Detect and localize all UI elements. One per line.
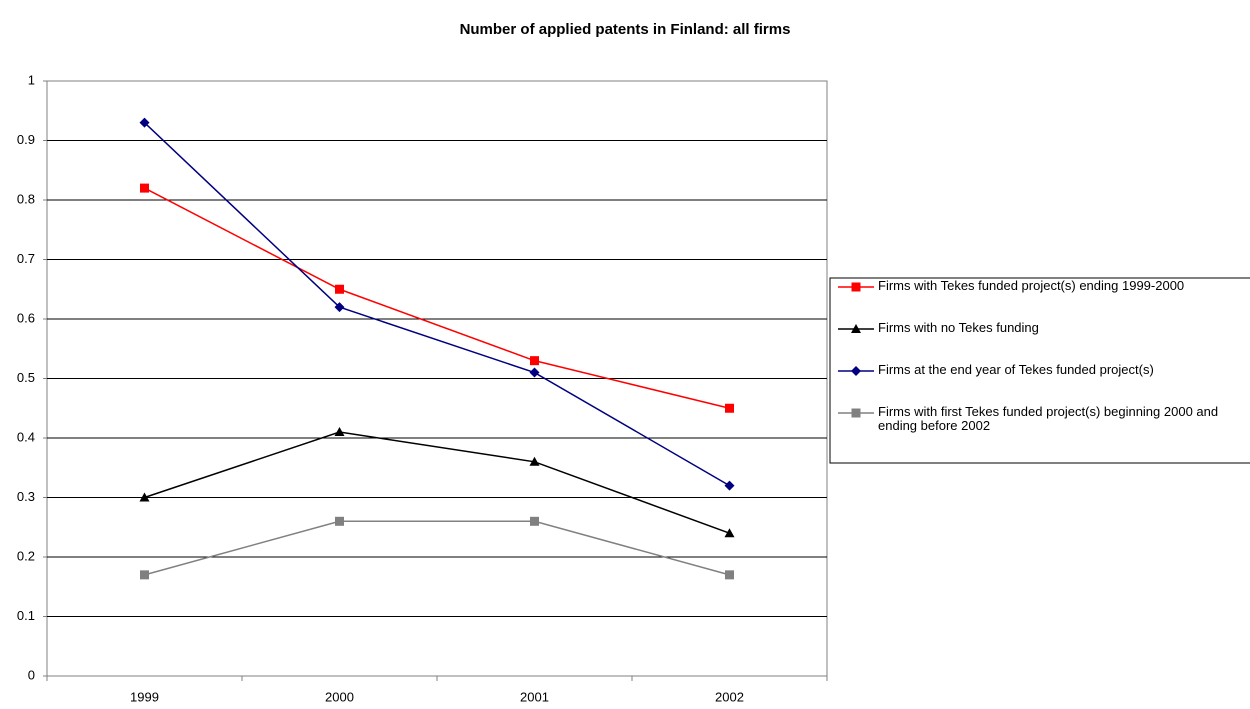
series (140, 516, 734, 580)
marker (529, 367, 540, 378)
marker (139, 492, 150, 502)
legend-item: Firms with no Tekes funding (838, 320, 1039, 335)
legend-box (829, 277, 1250, 464)
x-tick-label: 2002 (715, 689, 744, 704)
series (140, 183, 734, 413)
marker (724, 480, 735, 491)
y-tick-label: 0.2 (17, 548, 35, 563)
series-line (144, 431, 730, 534)
legend-item: Firms with Tekes funded project(s) endin… (838, 278, 1184, 293)
y-tick-label: 0.3 (17, 489, 35, 504)
marker (334, 427, 345, 437)
legend-label: Firms with first Tekes funded project(s)… (878, 404, 1218, 433)
marker (140, 570, 149, 580)
marker (851, 282, 861, 292)
y-tick-label: 0.8 (17, 191, 35, 206)
x-tick-label: 2001 (520, 689, 549, 704)
legend-item: Firms with first Tekes funded project(s)… (838, 404, 1218, 433)
y-tick-label: 0.7 (17, 251, 35, 266)
series-line (144, 187, 730, 409)
marker (725, 570, 734, 580)
x-tick-label: 2000 (325, 689, 354, 704)
legend-item: Firms at the end year of Tekes funded pr… (838, 362, 1154, 377)
y-tick-label: 0.9 (17, 132, 35, 147)
marker (139, 117, 150, 128)
marker (530, 356, 539, 366)
series (139, 117, 735, 491)
y-tick-label: 0.5 (17, 370, 35, 385)
marker (334, 302, 345, 313)
legend-label: Firms at the end year of Tekes funded pr… (878, 362, 1154, 377)
chart-title: Number of applied patents in Finland: al… (460, 21, 791, 38)
y-tick-label: 0.1 (17, 608, 35, 623)
marker (335, 284, 344, 294)
marker (335, 516, 344, 526)
series-line (143, 122, 730, 487)
y-tick-label: 0 (28, 667, 35, 682)
marker (724, 528, 735, 538)
y-tick-label: 1 (28, 72, 35, 87)
marker (529, 456, 540, 466)
marker (530, 516, 539, 526)
y-tick-label: 0.6 (17, 310, 35, 325)
legend-label: Firms with no Tekes funding (878, 320, 1039, 335)
series-line (144, 520, 730, 576)
series (139, 427, 735, 538)
legend-label: Firms with Tekes funded project(s) endin… (878, 278, 1184, 293)
x-tick-label: 1999 (130, 689, 159, 704)
marker (851, 366, 861, 376)
marker (725, 403, 734, 413)
y-tick-label: 0.4 (17, 429, 35, 444)
marker (140, 183, 149, 193)
marker (851, 324, 861, 333)
marker (851, 408, 861, 418)
